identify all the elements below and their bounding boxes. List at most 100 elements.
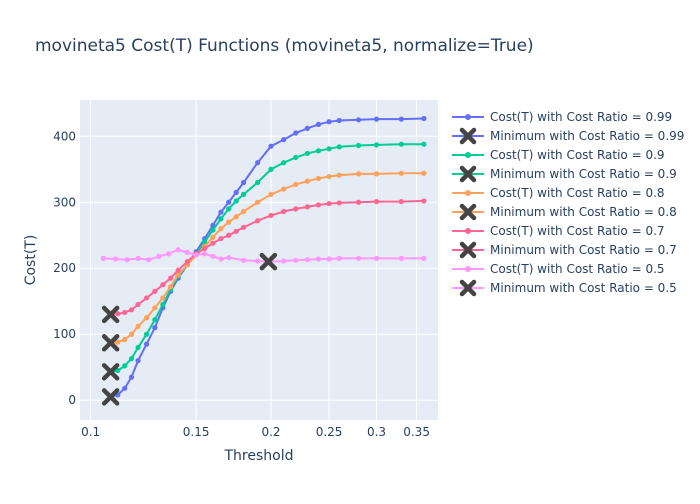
data-point (373, 171, 380, 177)
legend-item-cost[interactable]: Cost(T) with Cost Ratio = 0.7 (452, 224, 665, 238)
x-tick-label: 0.2 (261, 425, 280, 439)
data-point (373, 116, 380, 122)
legend-item-cost[interactable]: Cost(T) with Cost Ratio = 0.5 (452, 262, 665, 276)
data-point (398, 170, 404, 176)
data-point (304, 257, 310, 263)
legend-label: Cost(T) with Cost Ratio = 0.5 (490, 262, 665, 276)
minimum-marker (459, 203, 477, 221)
minimum-marker (459, 127, 477, 145)
data-point (281, 208, 287, 215)
data-point (268, 166, 274, 172)
data-point (293, 206, 299, 212)
data-point (373, 199, 380, 205)
data-point (240, 208, 247, 215)
data-point (281, 186, 287, 192)
data-point (355, 117, 362, 123)
data-point (122, 309, 128, 316)
data-point (315, 202, 322, 208)
data-point (175, 247, 181, 253)
data-point (184, 249, 190, 256)
data-point (115, 339, 121, 345)
data-point (255, 179, 261, 186)
data-point (135, 323, 141, 329)
legend-item-cost[interactable]: Cost(T) with Cost Ratio = 0.8 (452, 186, 665, 200)
data-point (373, 142, 380, 148)
data-point (152, 317, 158, 323)
data-point (160, 282, 166, 288)
data-point (421, 141, 427, 147)
data-point (152, 325, 158, 331)
minimum-marker (101, 363, 120, 381)
x-tick-label: 0.1 (81, 425, 100, 439)
y-axis-title: Cost(T) (23, 235, 39, 286)
data-point (202, 251, 208, 257)
data-point (421, 115, 427, 122)
legend-label: Minimum with Cost Ratio = 0.7 (490, 243, 677, 257)
x-tick-label: 0.15 (183, 425, 210, 439)
data-point (226, 206, 232, 212)
data-point (373, 255, 380, 261)
legend-item-minimum[interactable]: Minimum with Cost Ratio = 0.8 (452, 203, 677, 221)
data-point (202, 245, 208, 252)
legend-label: Cost(T) with Cost Ratio = 0.99 (490, 110, 672, 124)
data-point (268, 212, 274, 219)
legend-item-minimum[interactable]: Minimum with Cost Ratio = 0.9 (452, 165, 677, 183)
data-point (210, 253, 216, 259)
data-point (336, 144, 342, 150)
data-point (226, 199, 232, 205)
legend-label: Minimum with Cost Ratio = 0.8 (490, 205, 677, 219)
data-point (293, 130, 299, 136)
data-point (226, 255, 232, 261)
y-tick-label: 300 (53, 195, 76, 209)
data-point (128, 307, 135, 313)
legend-item-minimum[interactable]: Minimum with Cost Ratio = 0.5 (452, 279, 677, 297)
data-point (218, 209, 224, 215)
legend-item-cost[interactable]: Cost(T) with Cost Ratio = 0.99 (452, 110, 672, 124)
data-point (143, 315, 150, 321)
x-tick-label: 0.25 (316, 425, 343, 439)
data-point (281, 136, 287, 143)
data-point (175, 267, 181, 273)
legend-item-cost[interactable]: Cost(T) with Cost Ratio = 0.9 (452, 148, 665, 162)
data-point (100, 255, 106, 261)
data-point (281, 258, 287, 264)
minimum-marker (101, 388, 120, 406)
data-point (293, 181, 299, 188)
data-point (233, 189, 239, 195)
data-point (143, 331, 150, 337)
data-point (315, 121, 322, 128)
y-tick-label: 100 (53, 327, 76, 341)
legend-item-minimum[interactable]: Minimum with Cost Ratio = 0.99 (452, 127, 684, 145)
data-point (122, 336, 128, 343)
data-point (202, 239, 208, 245)
data-point (226, 219, 232, 225)
data-point (421, 255, 427, 261)
minimum-marker (101, 334, 120, 352)
legend[interactable]: Cost(T) with Cost Ratio = 0.99 Minimum wi… (452, 110, 684, 297)
data-point (326, 256, 332, 262)
data-point (135, 344, 141, 351)
data-point (218, 226, 224, 232)
data-point (112, 256, 119, 262)
data-point (184, 259, 190, 265)
data-point (233, 198, 239, 204)
data-point (255, 258, 261, 264)
data-point (255, 199, 261, 205)
chart-title: movineta5 Cost(T) Functions (movineta5, … (35, 36, 534, 56)
data-point (233, 214, 239, 220)
data-point (304, 150, 310, 157)
series-group (100, 247, 427, 265)
data-point (122, 363, 128, 369)
data-point (293, 154, 299, 161)
data-point (326, 200, 332, 207)
minimum-marker (459, 165, 477, 183)
data-point (115, 311, 121, 317)
data-point (315, 148, 322, 154)
minimum-markers (101, 252, 278, 406)
data-point (128, 374, 135, 380)
data-point (240, 224, 247, 230)
data-point (233, 228, 239, 234)
legend-item-minimum[interactable]: Minimum with Cost Ratio = 0.7 (452, 241, 677, 259)
data-point (175, 272, 181, 278)
data-point (398, 255, 404, 261)
